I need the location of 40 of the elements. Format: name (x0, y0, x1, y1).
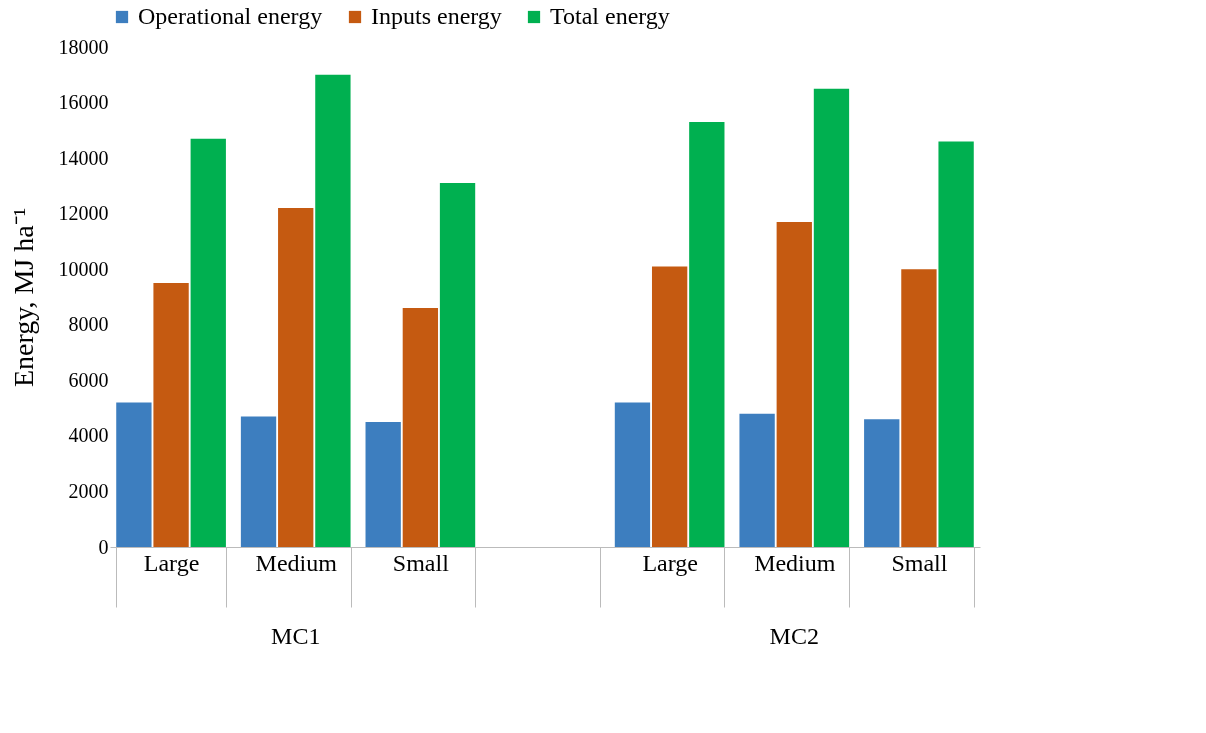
bar (190, 138, 226, 547)
y-tick-label: 16000 (58, 91, 109, 114)
legend-label: Total energy (550, 3, 670, 29)
bar (278, 208, 314, 547)
bar (240, 416, 277, 547)
bar (439, 183, 476, 547)
y-tick-label: 0 (98, 535, 109, 558)
x-tick-label: Medium (255, 549, 338, 576)
x-tick-label: Large (642, 549, 698, 576)
y-axis-title: Energy, MJ ha⁻¹ (7, 207, 39, 388)
bar (864, 419, 900, 547)
y-tick-label: 18000 (58, 35, 109, 58)
bar (776, 222, 812, 547)
text: MC2 (769, 623, 819, 649)
y-tick-label: 12000 (58, 202, 109, 225)
bar (938, 141, 974, 547)
bar (739, 413, 775, 547)
bar (651, 266, 688, 547)
bar (689, 122, 725, 547)
bar (402, 308, 439, 547)
y-tick-label: 8000 (68, 313, 109, 336)
x-tick-label: Small (392, 549, 450, 576)
x-tick-label: Medium (754, 549, 836, 576)
y-tick-label: 10000 (58, 257, 109, 280)
y-tick-label: 4000 (68, 424, 109, 447)
legend-label: Operational energy (138, 3, 323, 29)
bar (614, 402, 651, 547)
bar (901, 269, 937, 547)
bar (813, 88, 850, 547)
y-tick-label: 2000 (68, 479, 109, 502)
y-tick-label: 6000 (68, 368, 109, 391)
legend-label: Inputs energy (371, 3, 502, 29)
bar (116, 402, 152, 547)
bar (153, 283, 189, 547)
bar (315, 74, 351, 547)
x-tick-label: Large (143, 549, 200, 576)
text: MC1 (271, 623, 321, 649)
x-tick-label: Small (891, 549, 948, 576)
y-tick-label: 14000 (58, 146, 109, 169)
bar (365, 422, 401, 547)
